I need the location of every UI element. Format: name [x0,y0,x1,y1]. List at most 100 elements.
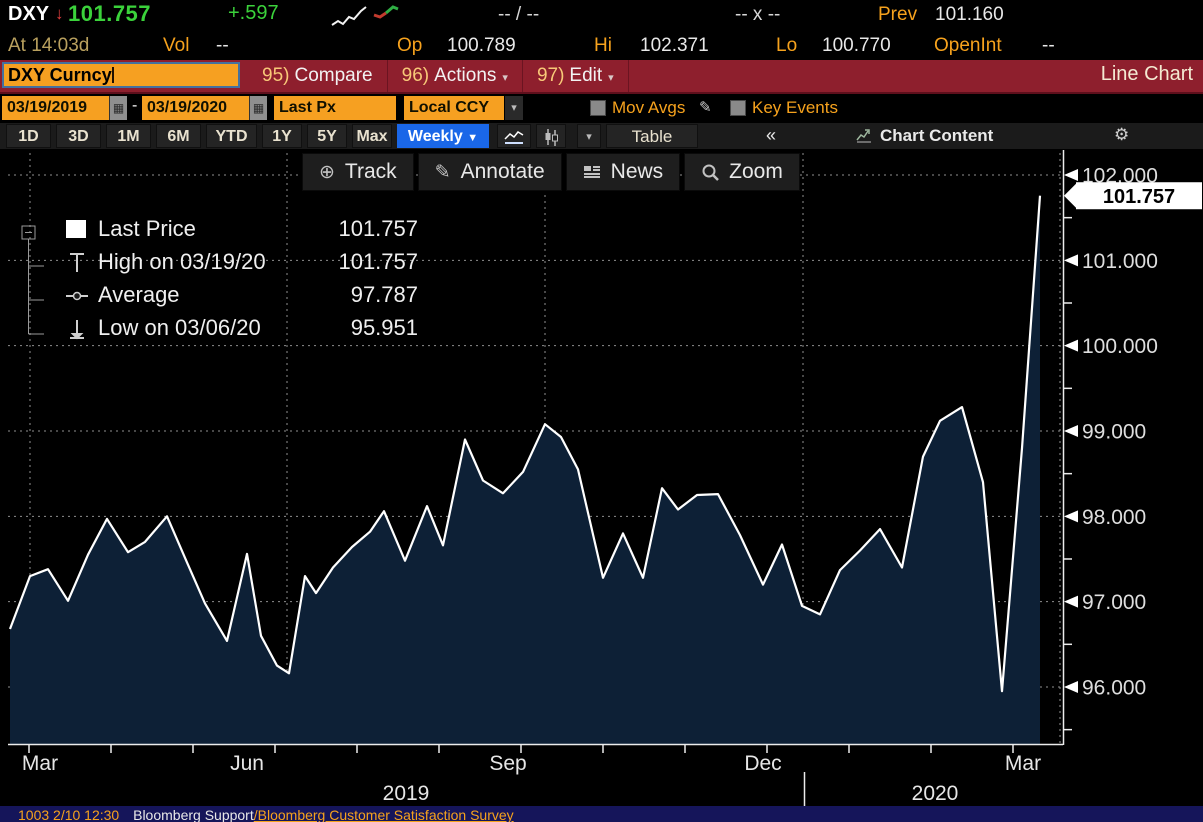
status-support-text: Bloomberg Support [133,807,254,822]
magnifier-icon [701,163,720,181]
period-button-ytd[interactable]: YTD [206,124,257,148]
quote-stats: At 14:03d Vol -- Op 100.789 Hi 102.371 L… [0,30,1203,60]
svg-text:99.000: 99.000 [1082,420,1146,443]
chart-content-button[interactable]: Chart Content [880,126,994,145]
legend-tree-lines [21,225,44,335]
svg-text:101.000: 101.000 [1082,250,1158,273]
chevron-down-icon: ▾ [502,72,508,84]
ticker-input[interactable]: DXY Curncy [2,62,240,88]
zoom-button[interactable]: Zoom [684,153,800,191]
line-chart-type-button[interactable] [497,124,531,148]
collapse-panel-icon[interactable]: « [766,125,777,145]
gear-icon[interactable]: ⚙ [1114,125,1130,144]
view-title: Line Chart [1100,63,1193,85]
ticker-symbol: DXY [8,3,50,25]
svg-text:2020: 2020 [912,782,959,805]
svg-text:Sep: Sep [489,752,526,775]
svg-text:2019: 2019 [383,782,430,805]
news-button[interactable]: News [565,153,681,191]
chevron-down-icon: ▼ [467,132,479,144]
mov-avgs-label: Mov Avgs [612,98,686,117]
period-button-1y[interactable]: 1Y [262,124,302,148]
menu-item-compare[interactable]: 95) Compare [248,60,388,92]
calendar-icon[interactable]: ▦ [109,96,127,120]
crosshair-icon: ⊕ [319,161,335,183]
at-time: At 14:03d [8,35,90,56]
period-button-max[interactable]: Max [352,124,392,148]
trade-size: -- x -- [735,4,781,25]
menu-item-actions[interactable]: 96) Actions ▾ [388,60,523,92]
table-button[interactable]: Table [606,124,698,148]
chart-type-more-dropdown[interactable]: ▾ [577,124,601,148]
vol-label: Vol [163,35,190,56]
key-events-checkbox[interactable] [730,100,746,116]
svg-text:Mar: Mar [22,752,58,775]
prev-value: 101.160 [935,4,1004,25]
range-separator: - [132,97,138,114]
sparkline-icon [330,3,430,34]
period-button-5y[interactable]: 5Y [307,124,347,148]
down-arrow-icon: ↓ [55,4,64,23]
status-timestamp: 1003 2/10 12:30 [18,807,120,822]
period-button-6m[interactable]: 6M [156,124,201,148]
frequency-dropdown[interactable]: Weekly ▼ [397,124,489,148]
hi-value: 102.371 [640,35,709,56]
command-bar: DXY Curncy 95) Compare 96) Actions ▾ 97) Edi… [0,60,1203,94]
chart-toolbar: ⊕ Track ✎ Annotate News Zoom [302,153,800,191]
date-from-field[interactable]: 03/19/2019 [2,96,109,120]
hi-label: Hi [594,35,612,56]
period-button-3d[interactable]: 3D [56,124,101,148]
chart-content-icon [856,127,873,148]
low-marker-icon [64,315,98,341]
status-bar: 1003 2/10 12:30 Bloomberg Support/Bloomb… [0,806,1203,822]
svg-text:98.000: 98.000 [1082,506,1146,529]
legend-row-low[interactable]: Low on 03/06/20 95.951 [14,311,418,344]
lo-value: 100.770 [822,35,891,56]
period-button-1m[interactable]: 1M [106,124,151,148]
command-menu: 95) Compare 96) Actions ▾ 97) Edit ▾ [248,60,629,92]
svg-text:96.000: 96.000 [1082,676,1146,699]
pencil-icon[interactable]: ✎ [699,99,712,116]
series-swatch-icon [64,216,98,242]
average-marker-icon [64,282,98,308]
price-field-select[interactable]: Last Px [274,96,396,120]
currency-select[interactable]: Local CCY [404,96,504,120]
date-to-field[interactable]: 03/19/2020 [142,96,249,120]
op-value: 100.789 [447,35,516,56]
calendar-icon[interactable]: ▦ [249,96,267,120]
chevron-down-icon: ▾ [608,72,614,84]
svg-text:102.000: 102.000 [1082,165,1158,188]
last-price: 101.757 [68,1,152,26]
svg-text:Dec: Dec [744,752,781,775]
openint-label: OpenInt [934,35,1002,56]
key-events-label: Key Events [752,98,838,117]
annotate-button[interactable]: ✎ Annotate [417,153,562,191]
chevron-down-icon[interactable]: ▾ [505,96,523,120]
svg-text:97.000: 97.000 [1082,591,1146,614]
svg-text:Mar: Mar [1005,752,1041,775]
period-toolbar: 1D 3D 1M 6M YTD 1Y 5Y Max Weekly ▼ ▾ Tab… [0,123,1203,150]
legend-row-last-price[interactable]: Last Price 101.757 [14,212,418,245]
text-cursor [111,67,114,83]
status-survey-link[interactable]: /Bloomberg Customer Satisfaction Survey [253,807,514,822]
vol-value: -- [216,35,229,56]
track-button[interactable]: ⊕ Track [302,153,414,191]
svg-text:Jun: Jun [230,752,264,775]
chart-settings-bar: 03/19/2019 ▦ - 03/19/2020 ▦ Last Px Loca… [0,94,1203,123]
lo-label: Lo [776,35,798,56]
mov-avgs-checkbox[interactable] [590,100,606,116]
svg-text:100.000: 100.000 [1082,335,1158,358]
pencil-icon: ✎ [434,161,451,183]
legend-row-average[interactable]: Average 97.787 [14,278,418,311]
quote-header: DXY ↓ 101.757 +.597 -- / -- -- x -- Prev… [0,0,1203,30]
candlestick-chart-type-button[interactable] [536,124,566,148]
menu-item-edit[interactable]: 97) Edit ▾ [523,60,629,92]
high-marker-icon [64,249,98,275]
period-button-1d[interactable]: 1D [6,124,51,148]
news-icon [583,164,601,180]
legend-row-high[interactable]: High on 03/19/20 101.757 [14,245,418,278]
price-change: +.597 [228,2,279,24]
svg-text:101.757: 101.757 [1103,186,1175,208]
